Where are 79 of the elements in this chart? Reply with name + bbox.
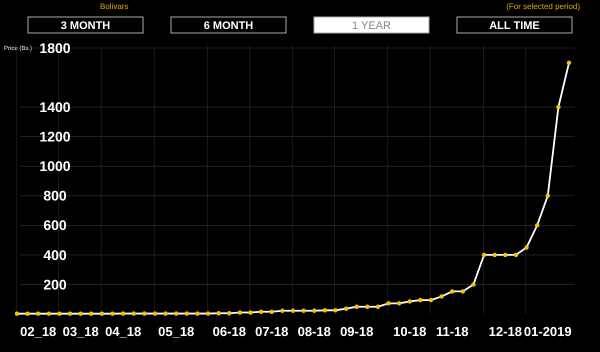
point — [290, 308, 296, 313]
x-tick-label: 02_18 — [20, 324, 56, 339]
point — [376, 304, 380, 309]
x-tick-label: 06-18 — [212, 324, 246, 339]
point — [258, 310, 264, 314]
point — [418, 298, 423, 302]
point — [14, 312, 20, 316]
point — [365, 304, 370, 309]
x-tick-label: 09-18 — [340, 324, 374, 339]
point — [206, 311, 210, 316]
point — [227, 311, 232, 316]
point — [503, 252, 508, 258]
point — [386, 301, 391, 306]
point — [195, 311, 200, 316]
point — [450, 289, 454, 294]
point — [514, 252, 518, 258]
point — [57, 312, 62, 316]
point — [152, 311, 158, 316]
point — [248, 310, 253, 315]
period-button: 3 MONTH — [28, 16, 144, 34]
point — [408, 299, 412, 304]
y-tick-label: 1800 — [39, 40, 71, 56]
x-tick-label: 04_18 — [105, 324, 142, 339]
y-tick-label: 1400 — [39, 99, 71, 116]
point — [216, 311, 221, 316]
point — [36, 312, 40, 316]
point — [492, 252, 497, 258]
point — [534, 223, 540, 228]
x-tick-label: 11-18 — [436, 324, 469, 339]
point — [120, 311, 126, 316]
period-button: 1 YEAR — [314, 16, 430, 34]
point — [89, 312, 94, 316]
period-button: 6 MONTH — [170, 16, 286, 34]
point — [25, 312, 30, 316]
period-button: ALL TIME — [456, 16, 572, 34]
point — [556, 104, 561, 110]
point — [270, 310, 274, 314]
text: (For selected period) — [506, 2, 580, 11]
x-tick-label: 08-18 — [298, 324, 331, 339]
point — [132, 311, 136, 316]
x-tick-label: 12-18 — [488, 324, 522, 339]
point — [524, 245, 529, 250]
point — [68, 312, 72, 316]
point — [344, 306, 348, 311]
point — [396, 301, 402, 306]
point — [460, 289, 466, 294]
text: Bolivars — [100, 2, 128, 11]
point — [163, 311, 168, 316]
point — [184, 311, 190, 316]
point — [482, 252, 486, 258]
point — [301, 308, 306, 313]
point — [238, 310, 242, 315]
x-tick-label: 01-2019 — [524, 324, 572, 339]
point — [110, 312, 115, 316]
y-tick-label: 200 — [43, 276, 67, 292]
point — [333, 308, 338, 313]
point — [46, 312, 52, 316]
point — [566, 60, 572, 65]
y-tick-label: 1000 — [39, 158, 71, 174]
point — [312, 308, 316, 313]
point — [439, 294, 444, 299]
y-tick-label: 1200 — [39, 128, 71, 145]
x-tick-label: 07-18 — [255, 324, 288, 339]
x-tick-label: 03_18 — [62, 324, 99, 339]
point — [546, 194, 550, 198]
point — [428, 298, 434, 302]
y-tick-label: 600 — [43, 217, 67, 234]
x-tick-label: 05_18 — [158, 324, 194, 339]
y-tick-label: 400 — [43, 246, 67, 263]
point — [142, 311, 147, 316]
point — [280, 308, 285, 313]
y-tick-label: 800 — [43, 188, 67, 204]
point — [322, 308, 328, 313]
point — [78, 312, 83, 316]
point — [354, 304, 359, 309]
point — [174, 311, 178, 316]
point — [471, 282, 476, 287]
x-tick-label: 10-18 — [393, 324, 426, 339]
point — [100, 312, 104, 316]
